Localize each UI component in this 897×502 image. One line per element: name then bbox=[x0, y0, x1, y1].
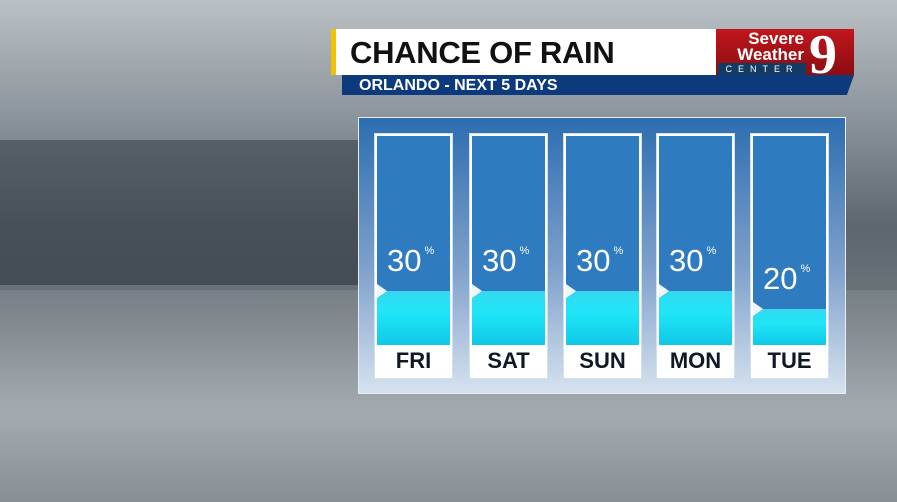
day-column-fri: 30% FRI bbox=[374, 133, 453, 379]
level-marker-icon bbox=[566, 283, 576, 298]
data-label: 20% bbox=[763, 260, 811, 296]
data-label: 30% bbox=[482, 242, 530, 278]
rain-fill-bar bbox=[753, 308, 826, 345]
tick-label: FRI bbox=[395, 348, 432, 373]
rain-fill-bar bbox=[377, 290, 450, 345]
day-column-tue: 20% TUE bbox=[750, 133, 829, 379]
subtitle-banner: ORLANDO - NEXT 5 DAYS bbox=[342, 75, 854, 95]
level-marker-icon bbox=[472, 283, 482, 298]
bar-track: 20% bbox=[753, 136, 826, 345]
bar-track: 30% bbox=[377, 136, 450, 345]
title-banner: CHANCE OF RAIN bbox=[331, 29, 716, 75]
tick-label: TUE bbox=[767, 348, 812, 373]
day-column-sat: 30% SAT bbox=[469, 133, 548, 379]
rain-fill-bar bbox=[659, 290, 732, 345]
data-label: 30% bbox=[669, 242, 717, 278]
bar-track: 30% bbox=[566, 136, 639, 345]
level-marker-icon bbox=[377, 283, 387, 298]
bar-track: 30% bbox=[659, 136, 732, 345]
severe-weather-center-logo: Severe Weather CENTER 9 bbox=[716, 24, 854, 86]
data-label: 30% bbox=[576, 242, 624, 278]
background-building bbox=[0, 140, 360, 285]
rain-chance-chart: 30% FRI 30% SAT 30% SUN 30% MON 20% TUE bbox=[358, 117, 846, 394]
rain-fill-bar bbox=[472, 290, 545, 345]
bar-track: 30% bbox=[472, 136, 545, 345]
level-marker-icon bbox=[659, 283, 669, 298]
tick-label: SAT bbox=[487, 348, 530, 373]
chart-title: CHANCE OF RAIN bbox=[350, 35, 615, 70]
data-label: 30% bbox=[387, 242, 435, 278]
level-marker-icon bbox=[753, 301, 763, 316]
chart-subtitle: ORLANDO - NEXT 5 DAYS bbox=[359, 77, 558, 94]
day-column-mon: 30% MON bbox=[656, 133, 735, 379]
tick-label: MON bbox=[669, 348, 722, 373]
tick-label: SUN bbox=[579, 348, 626, 373]
day-column-sun: 30% SUN bbox=[563, 133, 642, 379]
rain-fill-bar bbox=[566, 290, 639, 345]
